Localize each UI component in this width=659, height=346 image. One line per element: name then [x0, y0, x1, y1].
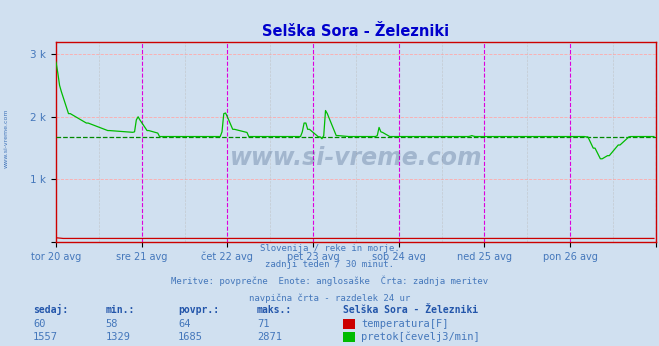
Text: Meritve: povprečne  Enote: anglosaške  Črta: zadnja meritev: Meritve: povprečne Enote: anglosaške Črt… — [171, 275, 488, 286]
Text: 71: 71 — [257, 319, 270, 329]
Text: 58: 58 — [105, 319, 118, 329]
Text: 1557: 1557 — [33, 332, 58, 342]
Text: min.:: min.: — [105, 305, 135, 315]
Text: temperatura[F]: temperatura[F] — [361, 319, 449, 329]
Text: maks.:: maks.: — [257, 305, 292, 315]
Text: 1329: 1329 — [105, 332, 130, 342]
Text: pretok[čevelj3/min]: pretok[čevelj3/min] — [361, 331, 480, 342]
Text: 64: 64 — [178, 319, 190, 329]
Text: 60: 60 — [33, 319, 45, 329]
Text: 2871: 2871 — [257, 332, 282, 342]
Text: www.si-vreme.com: www.si-vreme.com — [229, 146, 482, 170]
Text: zadnji teden / 30 minut.: zadnji teden / 30 minut. — [265, 261, 394, 270]
Text: navpična črta - razdelek 24 ur: navpična črta - razdelek 24 ur — [249, 293, 410, 303]
Text: Slovenija / reke in morje.: Slovenija / reke in morje. — [260, 244, 399, 253]
Text: www.si-vreme.com: www.si-vreme.com — [4, 109, 9, 168]
Title: Selška Sora - Železniki: Selška Sora - Železniki — [262, 24, 449, 39]
Text: povpr.:: povpr.: — [178, 305, 219, 315]
Text: Selška Sora - Železniki: Selška Sora - Železniki — [343, 305, 478, 315]
Text: 1685: 1685 — [178, 332, 203, 342]
Text: sedaj:: sedaj: — [33, 304, 68, 315]
